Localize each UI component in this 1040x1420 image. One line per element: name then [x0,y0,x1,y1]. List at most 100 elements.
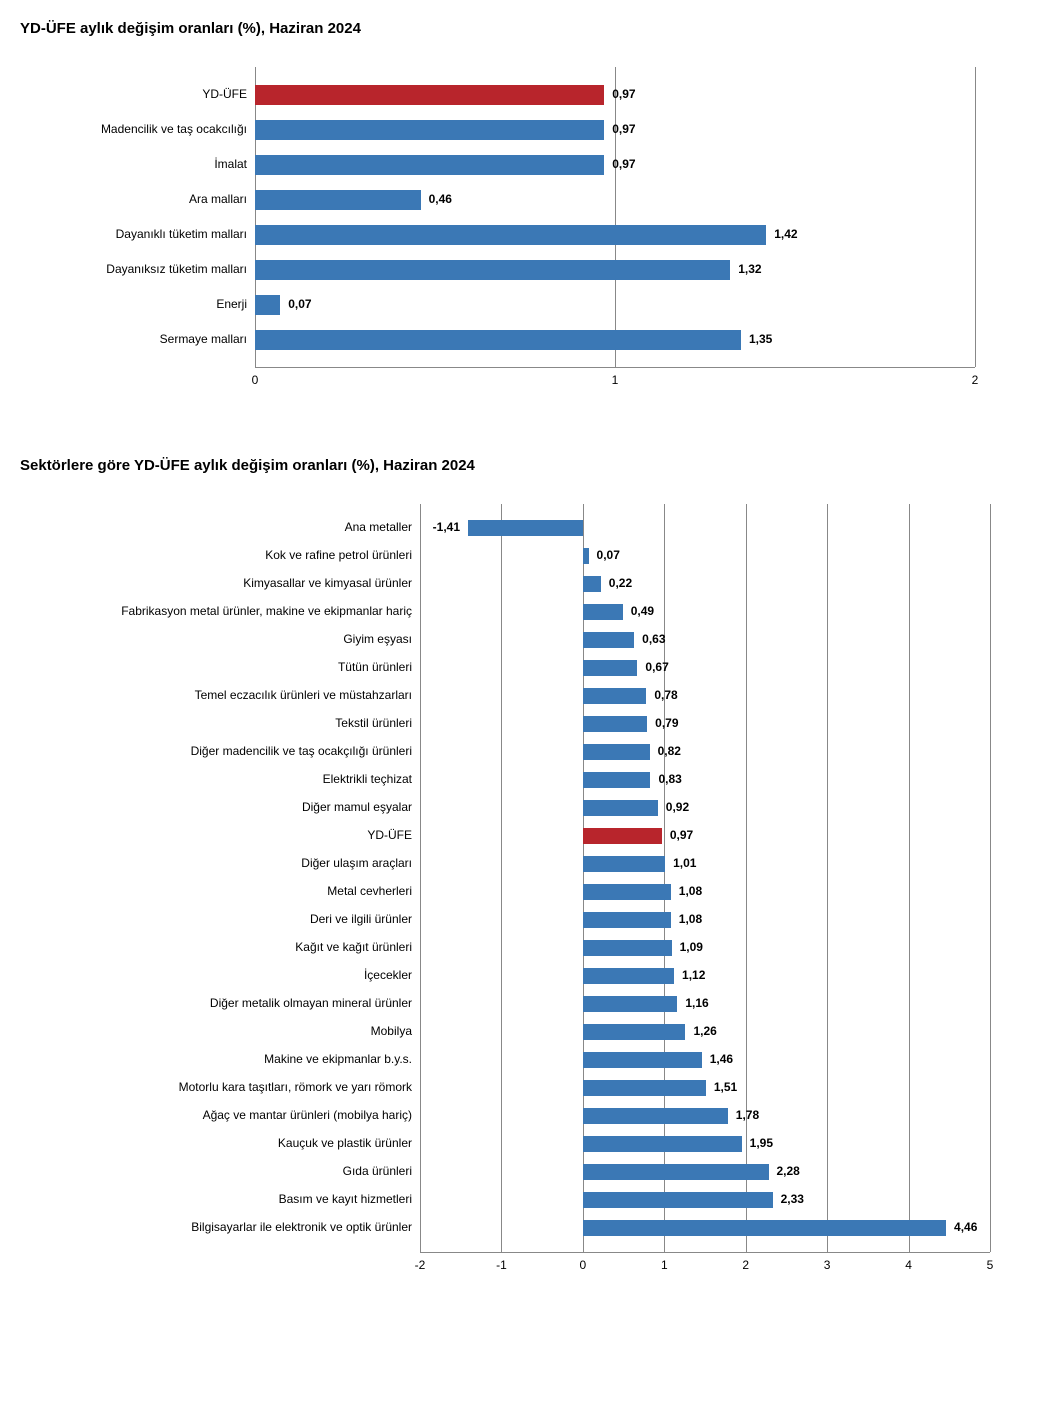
bar [255,225,766,245]
bar-label: Metal cevherleri [327,884,412,898]
gridline [501,504,502,1252]
axis-tick-label: 4 [905,1258,912,1272]
axis-tick-label: 5 [987,1258,994,1272]
bar [255,295,280,315]
bar-label: Mobilya [371,1024,412,1038]
bar-value: 0,97 [612,122,635,136]
bar-label: İçecekler [364,968,412,982]
bar [583,800,658,816]
bar-value: 1,32 [738,262,761,276]
bar-label: Kağıt ve kağıt ürünleri [295,940,412,954]
bar-label: Kimyasallar ve kimyasal ürünler [243,576,412,590]
axis-tick-label: -1 [496,1258,507,1272]
bar-label: Diğer metalik olmayan mineral ürünler [210,996,412,1010]
bar-label: Dayanıklı tüketim malları [116,227,247,241]
gridline [909,504,910,1252]
bar-label: Kok ve rafine petrol ürünleri [265,548,412,562]
bar-label: Gıda ürünleri [343,1164,412,1178]
chart2-title: Sektörlere göre YD-ÜFE aylık değişim ora… [20,457,1020,474]
chart1-block: YD-ÜFE aylık değişim oranları (%), Hazir… [20,20,1020,397]
bar [583,716,647,732]
bar [583,576,601,592]
bar-label: Fabrikasyon metal ürünler, makine ve eki… [121,604,412,618]
bar [583,996,677,1012]
bar-value: 1,42 [774,227,797,241]
axis-tick-label: 0 [252,373,259,387]
bar-label: Enerji [216,297,247,311]
page-container: YD-ÜFE aylık değişim oranları (%), Hazir… [0,0,1040,1382]
gridline [975,67,976,367]
bar-value: 1,09 [680,940,703,954]
bar [583,1136,742,1152]
axis-tick-label: -2 [415,1258,426,1272]
bar [255,260,730,280]
bar [583,548,589,564]
bar-value: 1,26 [693,1024,716,1038]
bar-label: Elektrikli teçhizat [323,772,412,786]
bar-label: Dayanıksız tüketim malları [106,262,247,276]
bar-value: 1,51 [714,1080,737,1094]
axis-tick-label: 2 [972,373,979,387]
bar-value: 4,46 [954,1220,977,1234]
bar [583,856,665,872]
bar-value: 0,97 [670,828,693,842]
bar-value: 1,12 [682,968,705,982]
bar-label: Ara malları [189,192,247,206]
bar-label: Temel eczacılık ürünleri ve müstahzarlar… [195,688,412,702]
bar-label: Ana metaller [345,520,412,534]
bar [583,1080,706,1096]
bar-label: Sermaye malları [160,332,247,346]
gridline [990,504,991,1252]
bar-value: 0,22 [609,576,632,590]
bar-label: YD-ÜFE [367,828,412,842]
axis-tick-label: 1 [661,1258,668,1272]
gridline [746,504,747,1252]
axis-tick-label: 1 [612,373,619,387]
chart2-area: -2-1012345Ana metaller-1,41Kok ve rafine… [20,504,990,1282]
bar-label: YD-ÜFE [202,87,247,101]
bar [583,940,672,956]
bar-label: Kauçuk ve plastik ürünler [278,1136,412,1150]
bar [583,688,647,704]
bar-value: 0,97 [612,87,635,101]
bar [468,520,583,536]
bar-value: -1,41 [433,520,460,534]
bar-highlight [583,828,662,844]
bar-value: 1,16 [685,996,708,1010]
bar-value: 0,83 [658,772,681,786]
bar [583,632,634,648]
bar [255,155,604,175]
bar [583,968,674,984]
bar [255,330,741,350]
bar-value: 0,97 [612,157,635,171]
bar-label: Bilgisayarlar ile elektronik ve optik ür… [191,1220,412,1234]
bar [583,1108,728,1124]
bar-highlight [255,85,604,105]
bar [583,1192,773,1208]
bar-label: Makine ve ekipmanlar b.y.s. [264,1052,412,1066]
bar [583,1164,769,1180]
bar [583,912,671,928]
bar-label: Diğer madencilik ve taş ocakçılığı ürünl… [191,744,412,758]
bar-label: Madencilik ve taş ocakcılığı [101,122,247,136]
gridline [255,67,256,367]
chart1-title: YD-ÜFE aylık değişim oranları (%), Hazir… [20,20,1020,37]
bar [255,190,421,210]
chart1-area: 012YD-ÜFE0,97Madencilik ve taş ocakcılığ… [20,67,975,397]
baseline [255,367,975,368]
bar-label: Tütün ürünleri [338,660,412,674]
bar-value: 2,33 [781,1192,804,1206]
bar [583,884,671,900]
bar [583,660,638,676]
gridline [827,504,828,1252]
bar-label: Diğer mamul eşyalar [302,800,412,814]
bar-value: 1,08 [679,912,702,926]
bar-label: Basım ve kayıt hizmetleri [279,1192,412,1206]
bar-label: Giyim eşyası [343,632,412,646]
bar [583,1052,702,1068]
bar-value: 0,49 [631,604,654,618]
bar-label: Ağaç ve mantar ürünleri (mobilya hariç) [203,1108,412,1122]
bar [255,120,604,140]
bar-value: 0,92 [666,800,689,814]
bar [583,604,623,620]
